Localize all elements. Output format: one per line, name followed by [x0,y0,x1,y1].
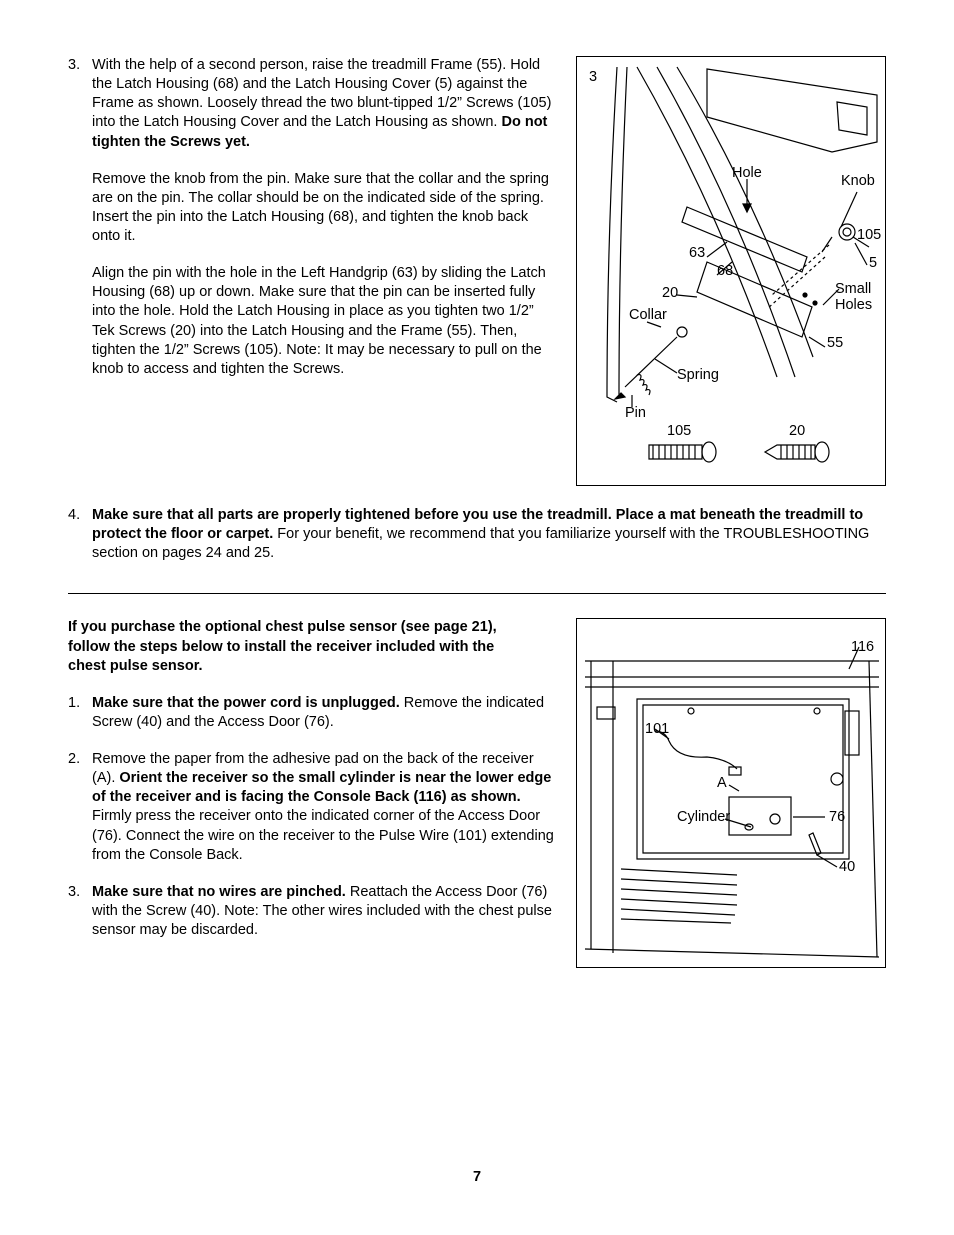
fig2-40: 40 [839,859,855,875]
figure-3-col: 3 Hole Knob 105 5 63 68 Small Holes 20 C… [576,56,886,486]
fig1-small: Small [835,281,871,297]
fig2-a: A [717,775,727,791]
fig1-68: 68 [717,263,733,279]
sensor-row: If you purchase the optional chest pulse… [68,618,886,968]
fig1-knob: Knob [841,173,875,189]
step-3-text: 3. With the help of a second person, rai… [68,56,558,486]
fig2-116: 116 [851,639,874,655]
section-divider [68,593,886,594]
step3-p2: Remove the knob from the pin. Make sure … [92,170,558,247]
fig1-pin: Pin [625,405,646,421]
fig2-76: 76 [829,809,845,825]
sensor-step-3: 3. Make sure that no wires are pinched. … [68,883,558,940]
fig1-spring: Spring [677,367,719,383]
step-4: 4. Make sure that all parts are properly… [68,506,886,563]
step3-p1: With the help of a second person, raise … [92,56,558,152]
fig2-101: 101 [645,721,669,737]
step3-number: 3. [68,56,92,397]
fig1-b20: 20 [789,423,805,439]
sensor-step-1: 1. Make sure that the power cord is unpl… [68,694,558,732]
figure-sensor: 116 101 A 76 Cylinder 40 [576,618,886,968]
fig1-63: 63 [689,245,705,261]
fig2-cyl: Cylinder [677,809,730,825]
step-3-row: 3. With the help of a second person, rai… [68,56,886,486]
step4-text: Make sure that all parts are properly ti… [92,506,886,563]
fig1-105: 105 [857,227,881,243]
step4-number: 4. [68,506,92,563]
figure-sensor-col: 116 101 A 76 Cylinder 40 [576,618,886,968]
fig1-hole: Hole [732,165,762,181]
figure-3: 3 Hole Knob 105 5 63 68 Small Holes 20 C… [576,56,886,486]
fig1-b105: 105 [667,423,691,439]
fig1-holes: Holes [835,297,872,313]
fig1-20: 20 [662,285,678,301]
page-number: 7 [0,1168,954,1187]
fig1-5: 5 [869,255,877,271]
fig1-collar: Collar [629,307,667,323]
sensor-step-2: 2. Remove the paper from the adhesive pa… [68,750,558,865]
fig1-55: 55 [827,335,843,351]
step3-p3: Align the pin with the hole in the Left … [92,264,558,379]
sensor-text: If you purchase the optional chest pulse… [68,618,558,968]
sensor-intro: If you purchase the optional chest pulse… [68,618,508,675]
fig1-stepnum: 3 [589,69,597,85]
